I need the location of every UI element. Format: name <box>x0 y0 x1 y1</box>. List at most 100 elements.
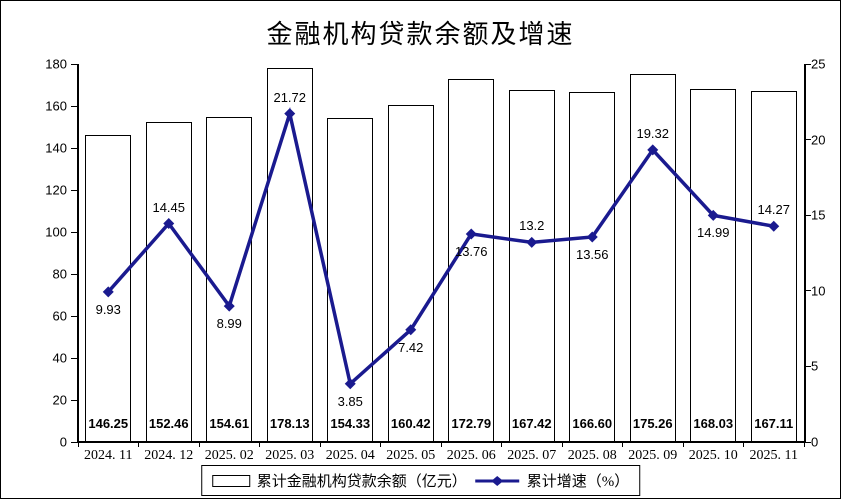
x-axis-tick <box>319 442 321 447</box>
legend-line-swatch-icon <box>474 474 520 488</box>
line-value-label: 19.32 <box>636 125 670 141</box>
right-axis-line <box>803 64 806 442</box>
bar <box>85 134 132 442</box>
x-axis-tick <box>380 442 381 447</box>
left-axis-tick <box>71 147 77 149</box>
x-axis-label: 2024. 12 <box>144 448 194 463</box>
y-axis-label-right: 0 <box>811 434 819 450</box>
line-value-label: 3.85 <box>337 393 363 409</box>
left-axis-tick <box>71 189 77 191</box>
x-axis-tick <box>622 442 623 447</box>
y-axis-label-left: 40 <box>52 350 67 366</box>
line-value-label: 7.42 <box>398 339 424 355</box>
right-axis-tick <box>805 365 811 367</box>
bar-value-label: 166.60 <box>572 416 613 431</box>
line-value-label: 14.27 <box>757 202 791 218</box>
x-axis-label: 2025. 07 <box>507 448 557 463</box>
bar <box>448 79 495 442</box>
bar-value-label: 168.03 <box>693 416 734 431</box>
bar <box>690 89 737 442</box>
y-axis-label-left: 80 <box>52 266 67 282</box>
x-axis-label: 2025. 06 <box>446 448 496 463</box>
line-value-label: 9.93 <box>95 301 121 317</box>
x-axis-label: 2025. 03 <box>265 448 315 463</box>
bar <box>508 90 555 442</box>
line-value-label: 14.45 <box>152 199 186 215</box>
y-axis-label-right: 15 <box>811 207 826 223</box>
bar-value-label: 146.25 <box>88 416 129 431</box>
line-value-label: 8.99 <box>216 316 242 332</box>
legend: 累计金融机构贷款余额（亿元） 累计增速（%） <box>200 465 641 496</box>
left-axis-tick <box>71 315 77 317</box>
left-axis-tick <box>71 105 77 107</box>
right-axis-tick <box>805 63 811 65</box>
line-value-label: 13.56 <box>575 246 609 262</box>
x-axis-label: 2025. 11 <box>749 448 798 463</box>
legend-bar-swatch-icon <box>211 474 250 487</box>
left-axis-line <box>76 64 79 442</box>
x-axis-tick <box>198 442 200 447</box>
y-axis-label-left: 180 <box>45 56 67 72</box>
bar <box>145 121 192 442</box>
chart-title: 金融机构贷款余额及增速 <box>266 20 575 49</box>
left-axis-tick <box>71 357 77 359</box>
x-axis-label: 2025. 10 <box>688 448 738 463</box>
x-axis-tick <box>561 442 563 447</box>
left-axis-tick <box>71 63 77 65</box>
line-value-label: 13.2 <box>519 218 545 234</box>
x-axis-tick <box>682 442 684 447</box>
bar <box>206 117 253 442</box>
x-axis-label: 2025. 08 <box>567 448 617 463</box>
y-axis-label-left: 120 <box>45 182 67 198</box>
y-axis-label-left: 20 <box>52 392 67 408</box>
y-axis-label-right: 10 <box>811 283 826 299</box>
bar-value-label: 154.33 <box>330 416 371 431</box>
bar <box>266 67 313 442</box>
y-axis-label-left: 100 <box>45 224 67 240</box>
right-axis-tick <box>805 139 811 141</box>
y-axis-label-left: 60 <box>52 308 67 324</box>
y-axis-label-right: 5 <box>811 358 819 374</box>
y-axis-label-left: 0 <box>59 434 67 450</box>
left-axis-tick <box>71 399 77 401</box>
left-axis-tick <box>71 273 77 275</box>
bar-value-label: 154.61 <box>209 416 250 431</box>
bar-value-label: 167.42 <box>511 416 552 431</box>
x-axis-tick <box>743 442 744 447</box>
left-axis-tick <box>71 441 77 443</box>
x-axis-label: 2025. 05 <box>386 448 436 463</box>
x-axis-tick <box>440 442 442 447</box>
right-axis-tick <box>805 290 811 292</box>
bar-value-label: 178.13 <box>269 416 310 431</box>
bar <box>387 105 434 442</box>
bar-value-label: 172.79 <box>451 416 492 431</box>
x-axis-label: 2025. 04 <box>325 448 375 463</box>
right-axis-tick <box>805 214 811 216</box>
legend-bar-label: 累计金融机构贷款余额（亿元） <box>256 474 467 490</box>
x-axis-tick <box>259 442 260 447</box>
bar-value-label: 152.46 <box>148 416 189 431</box>
right-axis-tick <box>805 441 811 443</box>
line-value-label: 21.72 <box>273 89 307 105</box>
bar <box>569 92 616 442</box>
x-axis-label: 2025. 09 <box>628 448 678 463</box>
x-axis-tick <box>77 442 79 447</box>
left-axis-tick <box>71 231 77 233</box>
line-value-label: 13.76 <box>454 243 488 259</box>
x-axis-tick <box>138 442 139 447</box>
line-value-label: 14.99 <box>696 225 730 241</box>
bar-value-label: 167.11 <box>754 416 794 431</box>
x-axis-tick <box>501 442 502 447</box>
bar-value-label: 175.26 <box>632 416 673 431</box>
y-axis-label-left: 140 <box>45 140 67 156</box>
y-axis-label-left: 160 <box>45 98 67 114</box>
x-axis-label: 2025. 02 <box>204 448 254 463</box>
bar-value-label: 160.42 <box>390 416 431 431</box>
legend-line-label: 累计增速（%） <box>526 474 630 490</box>
x-axis-label: 2024. 11 <box>84 448 133 463</box>
y-axis-label-right: 20 <box>811 132 826 148</box>
y-axis-label-right: 25 <box>811 56 826 72</box>
bar <box>750 91 797 442</box>
x-axis-tick <box>803 442 805 447</box>
